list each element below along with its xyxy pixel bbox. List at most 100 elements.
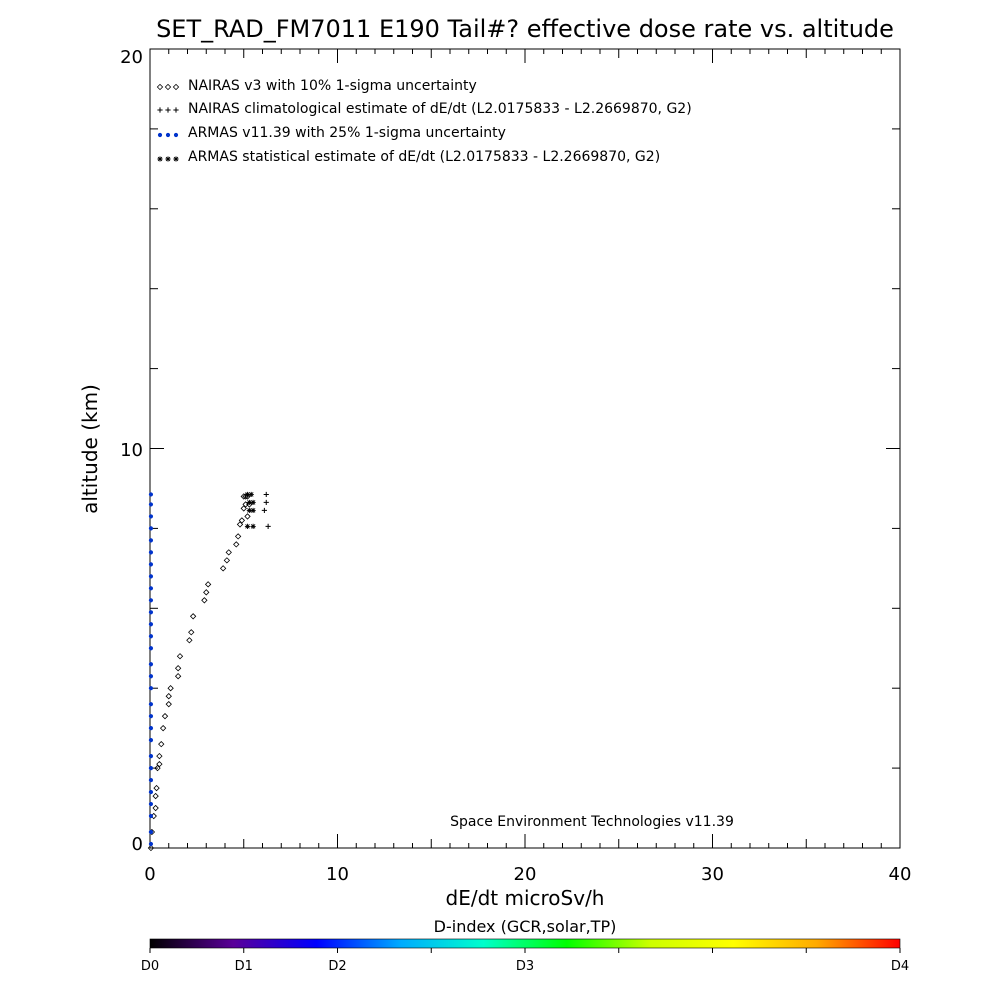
nairas-v3-point [244, 513, 251, 520]
nairas-v3-point [203, 589, 210, 596]
nairas-v3-point [225, 549, 232, 556]
armas-v11-point [148, 502, 154, 507]
armas-statistical-point [244, 491, 251, 498]
nairas-v3-point [238, 517, 246, 524]
nairas-v3-point [165, 701, 172, 708]
armas-v11-point [148, 574, 154, 579]
armas-statistical-point [244, 523, 251, 530]
y-axis-label: altitude (km) [78, 384, 102, 514]
nairas-v3-point [159, 724, 167, 732]
x-tick-label-40: 40 [889, 864, 912, 885]
legend-marker-nairas-v3 [172, 83, 180, 91]
nairas-v3-point [176, 653, 184, 660]
x-tick-label-20: 20 [514, 864, 537, 885]
armas-v11-point [148, 550, 154, 555]
armas-statistical-point [246, 507, 252, 514]
armas-statistical-point [250, 499, 256, 506]
nairas-v3-point [219, 565, 227, 572]
legend-marker-nairas-climatological [165, 107, 171, 113]
nairas-v3-point [174, 673, 182, 680]
legend-label-nairas-climatological: NAIRAS climatological estimate of dE/dt … [188, 101, 692, 117]
y-tick-label-20: 20 [120, 47, 143, 68]
legend-markers [156, 83, 180, 162]
armas-v11-point [148, 662, 154, 667]
nairas-v3-point [161, 712, 169, 720]
armas-v11-point [148, 754, 154, 759]
legend-marker-armas-statistical [165, 156, 171, 162]
credit-annotation: Space Environment Technologies v11.39 [450, 814, 734, 830]
nairas-v3-point [156, 760, 163, 768]
x-tick-label-10: 10 [326, 864, 349, 885]
nairas-v3-point [156, 752, 163, 760]
legend-marker-armas-statistical [157, 156, 163, 162]
armas-v11-point [148, 622, 154, 627]
armas-v11-point [148, 766, 154, 771]
armas-v11-point [148, 738, 154, 743]
chart-title: SET_RAD_FM7011 E190 Tail#? effective dos… [156, 15, 894, 43]
armas-v11-point [148, 646, 154, 651]
armas-v11-point [148, 634, 154, 639]
armas-v11-point [148, 777, 154, 783]
nairas-v3-point [236, 521, 244, 528]
armas-v11-point [148, 674, 154, 679]
nairas-v3-point [233, 541, 240, 548]
x-axis-label: dE/dt microSv/h [446, 886, 605, 910]
nairas-v3-point [234, 533, 242, 540]
colorbar-label-d3: D3 [516, 959, 534, 974]
legend-marker-nairas-v3 [164, 83, 172, 91]
nairas-v3-point [189, 613, 197, 620]
legend-marker-armas-v11 [173, 132, 179, 138]
colorbar-label-d4: D4 [891, 959, 909, 974]
nairas-v3-point [153, 784, 160, 792]
axis-ticks [149, 48, 901, 849]
armas-v11-point [148, 813, 154, 819]
colorbar-labels: D0 D1 D2 D3 D4 [141, 948, 909, 974]
nairas-v3-point [154, 764, 161, 772]
armas-v11-point [148, 714, 154, 719]
legend-marker-nairas-climatological [157, 107, 163, 113]
nairas-climatological-point [263, 491, 269, 498]
nairas-v3-point [167, 685, 174, 692]
nairas-v3-point [204, 581, 212, 588]
armas-statistical-point [250, 507, 256, 514]
legend-label-armas-statistical: ARMAS statistical estimate of dE/dt (L2.… [188, 149, 660, 165]
armas-v11-point [148, 526, 154, 531]
colorbar-label-d2: D2 [328, 959, 346, 974]
armas-statistical-point [246, 499, 252, 506]
nairas-v3-point [174, 665, 182, 672]
legend-marker-nairas-v3 [156, 83, 164, 91]
y-tick-label-10: 10 [120, 440, 143, 461]
armas-v11-point [148, 789, 154, 795]
armas-statistical-point [250, 523, 256, 530]
armas-statistical-point [248, 491, 254, 498]
y-tick-label-0: 0 [132, 834, 143, 855]
armas-v11-point [148, 586, 154, 591]
colorbar-label-d0: D0 [141, 959, 159, 974]
armas-v11-point [148, 841, 154, 847]
armas-v11-point [148, 686, 154, 691]
armas-v11-point [148, 492, 154, 497]
nairas-climatological-point [265, 523, 271, 530]
armas-v11-point [148, 726, 154, 731]
nairas-v3-point [188, 629, 195, 636]
nairas-climatological-point [263, 499, 269, 506]
colorbar [149, 938, 901, 949]
legend-marker-armas-statistical [173, 156, 179, 162]
nairas-climatological-point [261, 507, 267, 514]
nairas-v3-point [152, 804, 159, 812]
nairas-v3-point [240, 505, 247, 512]
legend-label-nairas-v3: NAIRAS v3 with 10% 1-sigma uncertainty [188, 78, 477, 94]
armas-v11-point [148, 829, 154, 835]
nairas-v3-point [186, 637, 193, 644]
legend-marker-armas-v11 [165, 132, 171, 138]
armas-v11-point [148, 514, 154, 519]
nairas-v3-point [165, 693, 172, 700]
armas-v11-point [148, 562, 154, 567]
armas-v11-point [148, 538, 154, 543]
armas-v11-point [148, 598, 154, 603]
nairas-v3-point [147, 844, 155, 852]
armas-v11-point [148, 702, 154, 707]
colorbar-title: D-index (GCR,solar,TP) [434, 917, 617, 936]
armas-v11-point [148, 801, 154, 807]
